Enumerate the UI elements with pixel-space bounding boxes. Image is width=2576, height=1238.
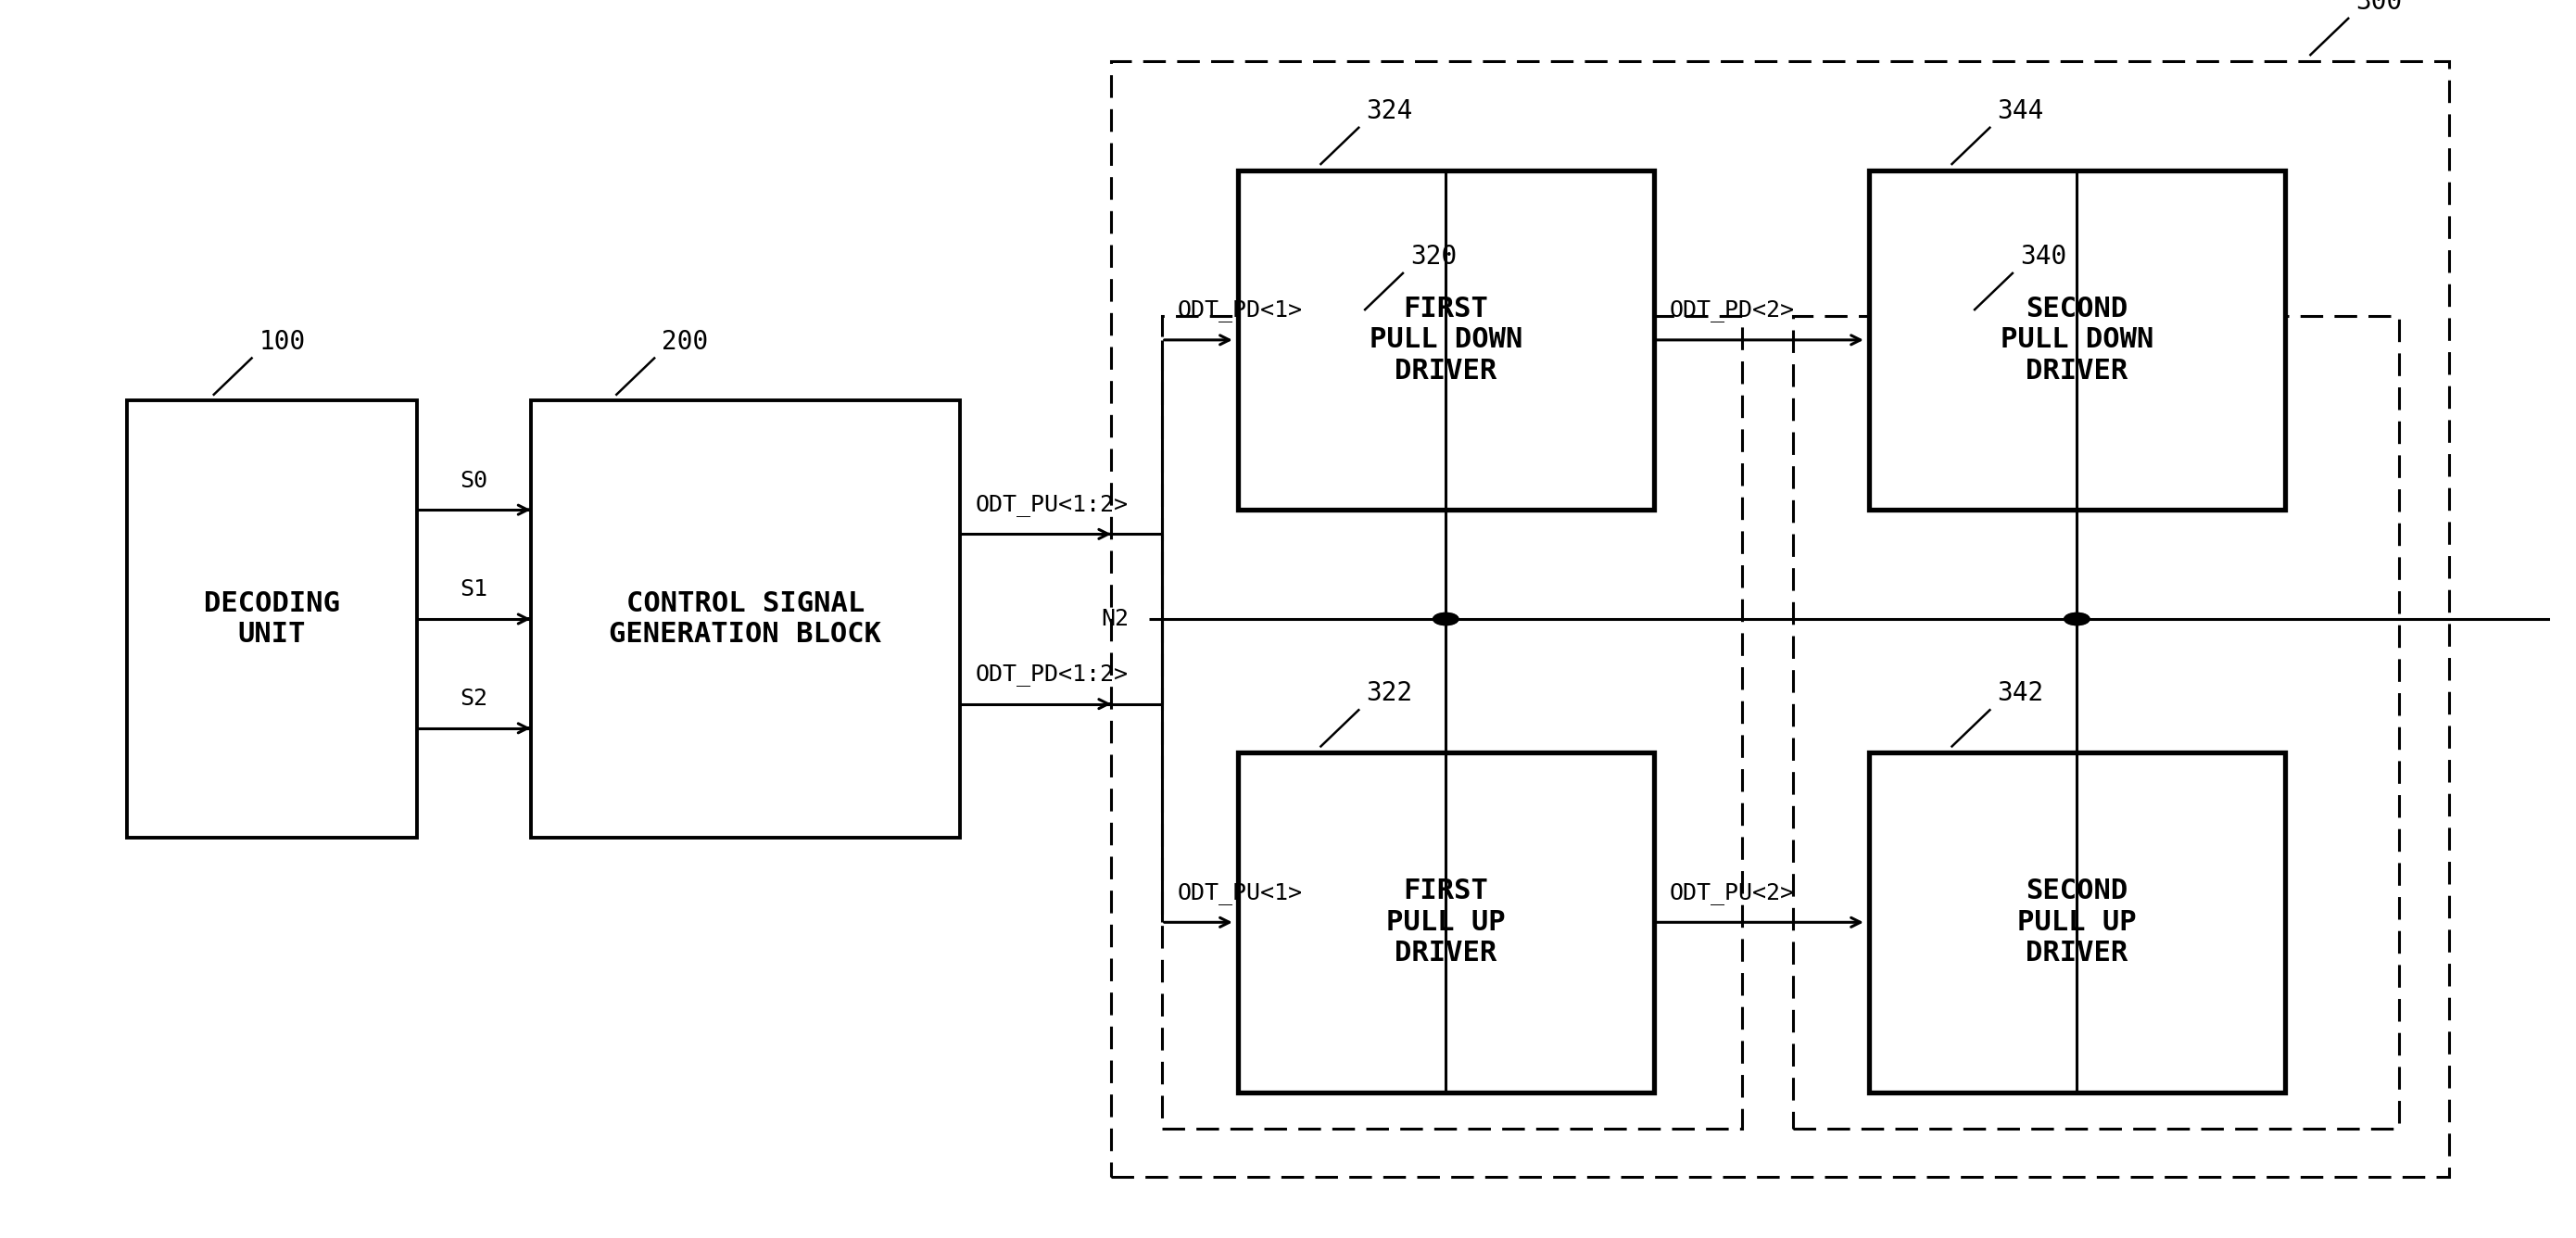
Circle shape xyxy=(2063,613,2089,625)
Text: 300: 300 xyxy=(2357,0,2403,15)
Bar xyxy=(1110,61,2450,1177)
Text: SECOND
PULL UP
DRIVER: SECOND PULL UP DRIVER xyxy=(2017,878,2136,967)
Circle shape xyxy=(1432,613,1458,625)
Text: S0: S0 xyxy=(461,469,487,491)
Bar xyxy=(1236,753,1654,1092)
Bar xyxy=(1236,170,1654,510)
Text: 344: 344 xyxy=(1996,98,2043,124)
Text: 324: 324 xyxy=(1365,98,1412,124)
Text: ODT_PU<1:2>: ODT_PU<1:2> xyxy=(974,494,1128,516)
Text: ODT_PD<1:2>: ODT_PD<1:2> xyxy=(974,664,1128,686)
Text: 342: 342 xyxy=(1996,681,2043,707)
Bar xyxy=(531,401,961,837)
Text: ODT_PD<1>: ODT_PD<1> xyxy=(1177,300,1301,322)
Text: FIRST
PULL UP
DRIVER: FIRST PULL UP DRIVER xyxy=(1386,878,1504,967)
Text: FIRST
PULL DOWN
DRIVER: FIRST PULL DOWN DRIVER xyxy=(1370,296,1522,385)
Bar xyxy=(1162,316,1741,1129)
Bar xyxy=(1868,753,2285,1092)
Text: ODT_PD<2>: ODT_PD<2> xyxy=(1669,300,1795,322)
Text: 340: 340 xyxy=(2020,244,2066,270)
Text: S1: S1 xyxy=(461,578,487,600)
Text: 322: 322 xyxy=(1365,681,1412,707)
Text: 100: 100 xyxy=(260,328,307,354)
Text: ODT_PU<2>: ODT_PU<2> xyxy=(1669,881,1795,904)
Text: CONTROL SIGNAL
GENERATION BLOCK: CONTROL SIGNAL GENERATION BLOCK xyxy=(608,591,881,647)
Bar xyxy=(126,401,417,837)
Text: SECOND
PULL DOWN
DRIVER: SECOND PULL DOWN DRIVER xyxy=(2002,296,2154,385)
Bar xyxy=(1868,170,2285,510)
Bar xyxy=(1793,316,2398,1129)
Text: 320: 320 xyxy=(1412,244,1458,270)
Text: S2: S2 xyxy=(461,688,487,709)
Circle shape xyxy=(1432,613,1458,625)
Circle shape xyxy=(2063,613,2089,625)
Text: ODT_PU<1>: ODT_PU<1> xyxy=(1177,881,1301,904)
Text: N2: N2 xyxy=(1100,608,1128,630)
Text: 200: 200 xyxy=(662,328,708,354)
Text: DECODING
UNIT: DECODING UNIT xyxy=(204,591,340,647)
